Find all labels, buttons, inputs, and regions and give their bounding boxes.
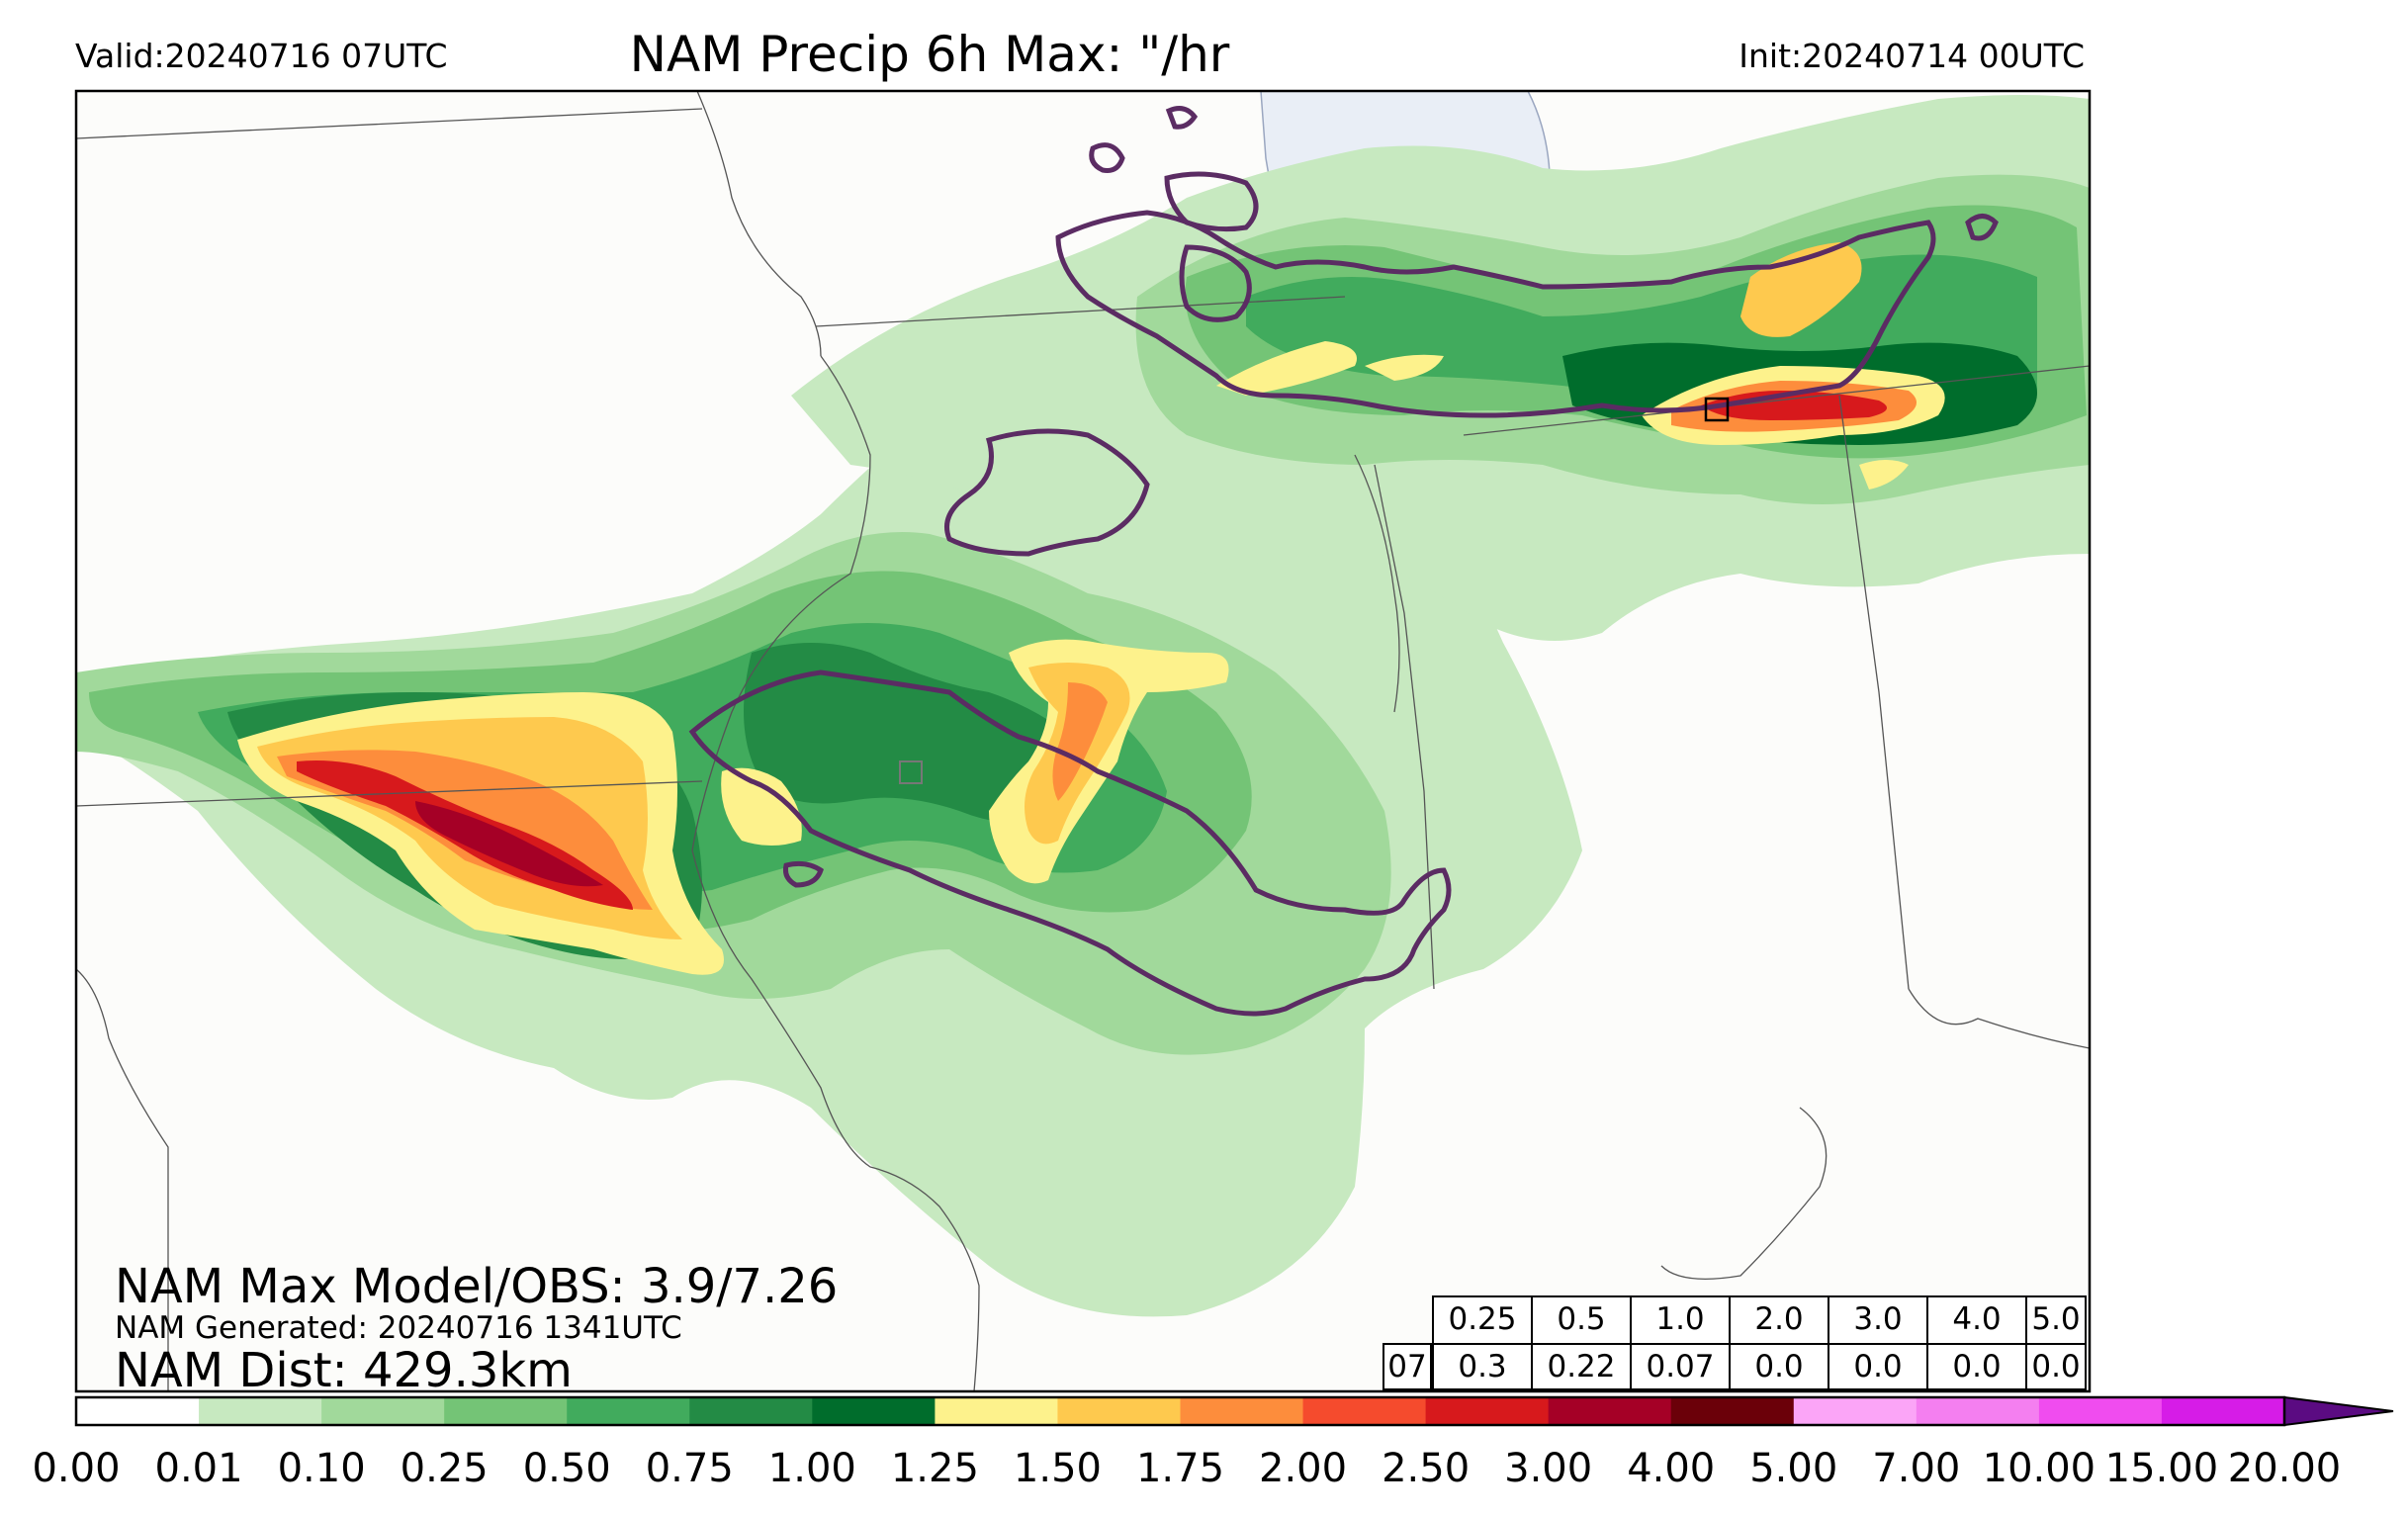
contour-blob-2: [1165, 106, 1199, 130]
colorbar-tick-label: 2.00: [1259, 1446, 1348, 1491]
colorbar-segment: [444, 1397, 568, 1425]
contour-lake-edge: [1164, 171, 1259, 232]
valid-time: Valid:20240716 07UTC: [75, 37, 448, 75]
border-mn-wi: [696, 91, 822, 357]
colorbar-segment: [1057, 1397, 1182, 1425]
contour-north-2: [1179, 244, 1252, 322]
colorbar-segment: [1670, 1397, 1795, 1425]
precip-yellow-north5: [1859, 460, 1909, 490]
precip-field: [76, 95, 2090, 1317]
colorbar-tick-label: 1.50: [1013, 1446, 1102, 1491]
colorbar-segment: [567, 1397, 690, 1425]
threshold-value: 0.0: [2025, 1343, 2087, 1390]
chart-title: NAM Precip 6h Max: "/hr: [629, 26, 1230, 83]
precip-red-north: [1701, 391, 1887, 420]
generated-time: NAM Generated: 20240716 1341UTC: [115, 1310, 682, 1346]
colorbar-tick-label: 0.01: [154, 1446, 243, 1491]
contour-north-1: [1055, 210, 1936, 418]
border-mo-river: [691, 355, 980, 1391]
border-in-oh: [1838, 395, 1910, 990]
threshold-header: 5.0: [2025, 1295, 2087, 1345]
border-ky-tn: [1660, 1107, 1828, 1280]
colorbar-segment: [321, 1397, 445, 1425]
colorbar-segment: [1302, 1397, 1427, 1425]
station-marker-north: [1704, 397, 1730, 422]
threshold-header: 3.0: [1828, 1295, 1928, 1345]
precip-yellow-west2: [721, 767, 802, 846]
colorbar-segment: [1916, 1397, 2040, 1425]
colorbar-tick-label: 0.10: [277, 1446, 366, 1491]
colorbar-segment: [812, 1397, 936, 1425]
threshold-header: 2.0: [1729, 1295, 1829, 1345]
colorbar-tick-label: 0.50: [522, 1446, 611, 1491]
colorbar-extend-arrow: [2283, 1395, 2394, 1427]
colorbar-tick-label: 0.75: [645, 1446, 734, 1491]
threshold-value: 0.3: [1432, 1343, 1533, 1390]
colorbar-tick-label: 3.00: [1504, 1446, 1593, 1491]
precip-darkred-west: [415, 801, 603, 887]
precip-yellow-north4: [1365, 354, 1444, 381]
contour-small-blob: [783, 860, 824, 888]
precip-darkest-central: [744, 643, 1090, 825]
colorbar-segment: [76, 1397, 200, 1425]
contour-central: [688, 669, 1452, 1017]
colorbar-segment: [199, 1397, 322, 1425]
colorbar-segment: [935, 1397, 1059, 1425]
colorbar-tick-label: 1.25: [890, 1446, 979, 1491]
colorbar-tick-label: 0.00: [32, 1446, 121, 1491]
threshold-table: 07 0.25 0.5 1.0 2.0 3.0 4.0 5.0 0.3 0.22…: [1382, 1295, 2087, 1390]
colorbar-segment: [1793, 1397, 1917, 1425]
colorbar-segment: [2038, 1397, 2163, 1425]
border-ky: [1908, 988, 2090, 1049]
border-il-in: [1374, 464, 1435, 990]
colorbar-tick-label: 2.50: [1382, 1446, 1471, 1491]
colorbar-tick-label: 20.00: [2227, 1446, 2342, 1491]
border-mi-in: [1463, 365, 2090, 436]
station-marker-central: [899, 760, 923, 784]
border-ok-ks: [76, 968, 169, 1391]
border-ia-mn: [815, 296, 1346, 327]
threshold-value: 0.22: [1531, 1343, 1632, 1390]
colorbar-tick-label: 1.00: [767, 1446, 856, 1491]
colorbar-segment: [2161, 1397, 2285, 1425]
precip-yellow-north3: [1216, 341, 1357, 396]
threshold-value: 0.0: [1828, 1343, 1928, 1390]
border-ia-il: [1354, 454, 1400, 713]
contour-wi: [944, 428, 1150, 557]
colorbar-tick-label: 0.25: [400, 1446, 489, 1491]
colorbar-tick-label: 1.75: [1135, 1446, 1225, 1491]
threshold-hour: 07: [1382, 1343, 1432, 1390]
colorbar-tick-label: 5.00: [1749, 1446, 1838, 1491]
state-borders: [76, 91, 2090, 1391]
colorbar-segment: [1180, 1397, 1304, 1425]
precip-darkorange-central: [1052, 682, 1108, 801]
contour-blob-1: [1089, 142, 1125, 173]
nam-distance: NAM Dist: 429.3km: [115, 1343, 573, 1398]
max-model-obs: NAM Max Model/OBS: 3.9/7.26: [115, 1259, 839, 1314]
threshold-header: 1.0: [1630, 1295, 1731, 1345]
colorbar-tick-label: 15.00: [2104, 1446, 2219, 1491]
init-time: Init:20240714 00UTC: [1739, 37, 2085, 75]
border-nd-sd: [76, 108, 703, 139]
colorbar-segment: [1548, 1397, 1672, 1425]
colorbar-tick-label: 4.00: [1627, 1446, 1716, 1491]
threshold-value: 0.0: [1729, 1343, 1829, 1390]
colorbar-frame: [74, 1395, 2286, 1427]
colorbar-segment: [689, 1397, 813, 1425]
colorbar-tick-label: 7.00: [1872, 1446, 1961, 1491]
contour-blob-3: [1965, 214, 1999, 241]
colorbar-segment: [1425, 1397, 1550, 1425]
colorbar-tick-label: 10.00: [1982, 1446, 2096, 1491]
border-ne-ks: [76, 780, 703, 807]
observed-contours: [688, 106, 1999, 1017]
colorbar-segments: [76, 1397, 2285, 1425]
map-frame: [74, 89, 2092, 1393]
threshold-value: 0.0: [1926, 1343, 2027, 1390]
threshold-header: 0.25: [1432, 1295, 1533, 1345]
